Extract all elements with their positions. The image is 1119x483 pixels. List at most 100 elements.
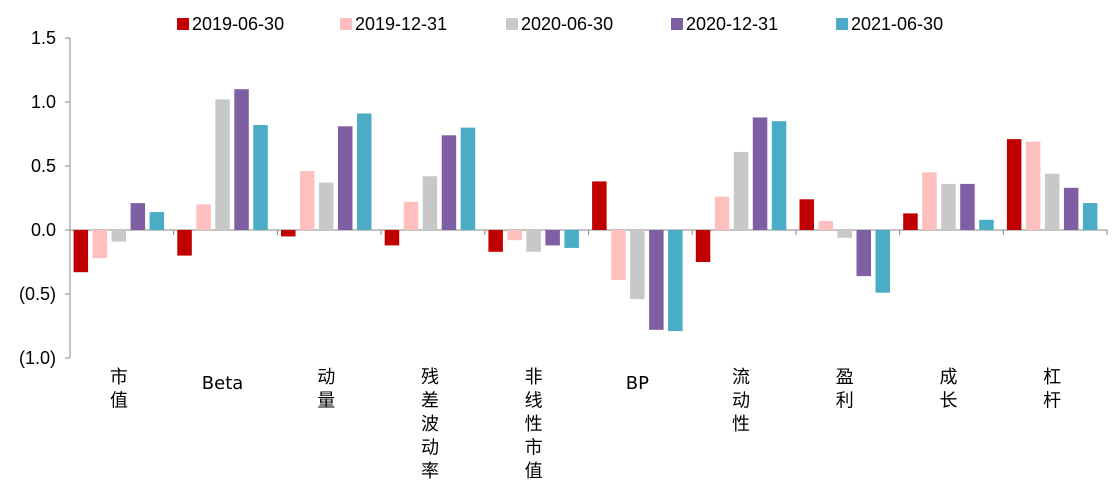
bar [215, 99, 230, 231]
bar [338, 126, 353, 230]
bar [441, 135, 457, 230]
bar [507, 230, 522, 241]
bar [922, 172, 937, 230]
bar [856, 230, 871, 277]
x-category-char: 性 [732, 414, 750, 435]
bar [818, 221, 833, 230]
x-category-char: 动 [421, 438, 439, 459]
x-category-char: 性 [525, 414, 543, 435]
x-category-char: 利 [836, 391, 854, 412]
bar [319, 182, 334, 230]
bar [875, 230, 890, 293]
x-category-text: Beta [202, 373, 244, 394]
bar [253, 125, 268, 230]
bar [979, 219, 994, 230]
bar [300, 171, 315, 230]
x-category-char: 市 [525, 438, 543, 459]
bar [403, 201, 419, 230]
legend-swatch [671, 18, 683, 30]
x-category-label: Beta [202, 373, 244, 394]
bar [564, 230, 579, 248]
x-category-char: 率 [421, 461, 439, 482]
bar [1082, 203, 1098, 230]
legend-label: 2019-06-30 [192, 14, 284, 34]
bar [695, 230, 711, 262]
x-category-char: 差 [421, 391, 439, 412]
legend-label: 2020-06-30 [521, 14, 613, 34]
x-category-label: 流动性 [732, 367, 750, 435]
bar [1044, 173, 1060, 230]
x-category-label: 动量 [317, 367, 335, 412]
bar [752, 117, 768, 230]
bar [196, 204, 211, 230]
x-category-char: 残 [421, 367, 439, 388]
x-category-label: 市值 [110, 367, 128, 412]
bar [422, 176, 438, 230]
x-category-char: 值 [525, 461, 543, 482]
x-category-char: 动 [732, 391, 750, 412]
legend-item: 2019-06-30 [177, 14, 284, 34]
legend-swatch [177, 18, 189, 30]
bar [1025, 141, 1041, 230]
bars [73, 89, 1098, 332]
bar [611, 230, 626, 280]
bar [177, 230, 192, 256]
x-category-char: 线 [525, 391, 543, 412]
bar [545, 230, 560, 246]
bar [668, 230, 683, 332]
bar [733, 151, 749, 230]
legend-item: 2021-06-30 [836, 14, 943, 34]
bar [73, 230, 89, 273]
y-tick-label: 1.5 [31, 28, 56, 48]
bar [384, 230, 400, 246]
x-category-char: 市 [110, 367, 128, 388]
legend: 2019-06-30 2019-12-31 2020-06-30 2020-12-31… [177, 14, 943, 34]
legend-label: 2019-12-31 [355, 14, 447, 34]
x-category-char: 成 [939, 367, 957, 388]
bar [460, 127, 476, 230]
bar [281, 230, 296, 237]
bar [92, 230, 108, 259]
x-category-char: 波 [421, 414, 439, 435]
x-category-char: 杆 [1043, 391, 1061, 412]
x-category-char: 值 [110, 391, 128, 412]
legend-item: 2020-06-30 [506, 14, 613, 34]
x-category-char: 动 [317, 367, 335, 388]
y-tick-label: 1.0 [31, 92, 56, 112]
bar [488, 230, 503, 252]
bar [357, 113, 372, 230]
y-tick-label: (1.0) [19, 348, 56, 368]
x-category-label: 杠杆 [1043, 367, 1061, 412]
bar [771, 121, 787, 230]
legend-swatch [836, 18, 848, 30]
x-category-text: BP [626, 373, 649, 394]
x-category-label: BP [626, 373, 649, 394]
x-category-char: 流 [732, 367, 750, 388]
bar [941, 183, 956, 230]
bar [903, 213, 918, 230]
bar [799, 199, 814, 230]
y-tick-label: 0.0 [31, 220, 56, 240]
bar [1063, 187, 1079, 230]
bar [149, 212, 165, 230]
y-tick-label: (0.5) [19, 284, 56, 304]
axes: 1.5 1.0 0.5 0.0 (0.5) (1.0) [19, 28, 1108, 368]
bar [526, 230, 541, 252]
legend-label: 2020-12-31 [686, 14, 778, 34]
bar [649, 230, 664, 330]
bar [1006, 139, 1022, 230]
legend-label: 2021-06-30 [851, 14, 943, 34]
legend-swatch [340, 18, 352, 30]
legend-swatch [506, 18, 518, 30]
x-category-char: 量 [317, 391, 335, 412]
bar [960, 183, 975, 230]
x-category-char: 长 [939, 391, 957, 412]
x-category-char: 非 [525, 367, 543, 388]
x-category-label: 成长 [939, 367, 957, 412]
bar [130, 203, 146, 230]
